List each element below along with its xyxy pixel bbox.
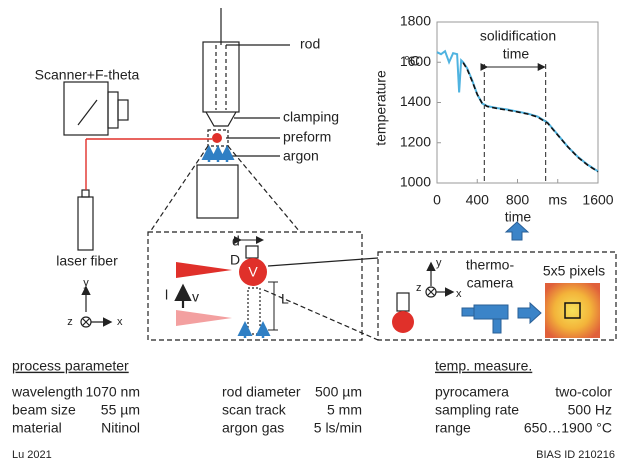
label: V — [248, 264, 258, 280]
y-tick-label: 1200 — [400, 133, 431, 149]
section-title: temp. measure. — [435, 358, 532, 374]
param-name: sampling rate — [435, 402, 519, 418]
footer: BIAS ID 210216 — [536, 449, 615, 461]
label: l — [165, 287, 168, 303]
param-value: 650…1900 °C — [524, 420, 612, 436]
preform-dot — [212, 133, 222, 143]
param-value: two-color — [555, 384, 612, 400]
argon-arrows — [201, 145, 271, 338]
param-name: wavelength — [11, 384, 83, 400]
setup — [63, 8, 617, 341]
label: L — [281, 291, 289, 307]
x-axis-label: time — [505, 209, 532, 225]
label: y — [436, 257, 442, 269]
camera — [461, 221, 542, 334]
param-value: 500 µm — [315, 384, 362, 400]
y-tick-label: 1800 — [400, 13, 431, 29]
param-name: range — [435, 420, 471, 436]
y-tick-label: 1000 — [400, 174, 431, 190]
unit-label: °C — [404, 53, 420, 69]
param-value: 55 µm — [101, 402, 140, 418]
label: z — [67, 316, 73, 328]
label: camera — [467, 275, 514, 291]
param-name: scan track — [222, 402, 287, 418]
label: D — [230, 252, 240, 268]
x-tick-label: 400 — [466, 192, 490, 208]
pixel-window — [564, 302, 581, 319]
label: Scanner+F-theta — [35, 67, 140, 83]
section-title: process parameter — [12, 358, 129, 374]
label: x — [117, 316, 123, 328]
beam — [176, 310, 232, 326]
label: v — [192, 289, 199, 305]
label: z — [416, 282, 422, 294]
label: x — [456, 288, 462, 300]
y-axis-label: temperature — [373, 70, 389, 146]
param-name: pyrocamera — [435, 384, 509, 400]
melt-pool — [392, 311, 414, 333]
label: laser fiber — [56, 253, 118, 269]
y-tick-label: 1600 — [400, 53, 431, 69]
param-name: beam size — [12, 402, 76, 418]
param-name: material — [12, 420, 62, 436]
thermal-image — [545, 283, 600, 338]
chart: temperature °C time solidification time … — [373, 13, 614, 225]
laser — [85, 138, 212, 190]
label: y — [83, 277, 89, 289]
melt-pool — [239, 258, 267, 286]
x-tick-label: 1600 — [582, 192, 613, 208]
label: clamping — [283, 109, 339, 125]
label: 5x5 pixels — [543, 263, 605, 279]
label: rod — [300, 36, 320, 52]
param-name: argon gas — [222, 420, 284, 436]
label: thermo- — [466, 257, 515, 273]
param-name: rod diameter — [222, 384, 301, 400]
param-value: Nitinol — [101, 420, 140, 436]
x-tick-label: ms — [548, 192, 567, 208]
label: preform — [283, 129, 331, 145]
annotation: solidification — [480, 28, 556, 44]
x-tick-label: 0 — [433, 192, 441, 208]
param-value: 5 mm — [327, 402, 362, 418]
footer: Lu 2021 — [12, 449, 52, 461]
y-tick-label: 1400 — [400, 93, 431, 109]
annotation: time — [503, 46, 530, 62]
series-line — [462, 62, 599, 173]
param-value: 500 Hz — [568, 402, 612, 418]
label: argon — [283, 148, 319, 164]
x-tick-label: 800 — [506, 192, 530, 208]
beam — [176, 262, 232, 278]
param-value: 1070 nm — [86, 384, 140, 400]
label: d — [232, 233, 240, 249]
param-value: 5 ls/min — [314, 420, 362, 436]
